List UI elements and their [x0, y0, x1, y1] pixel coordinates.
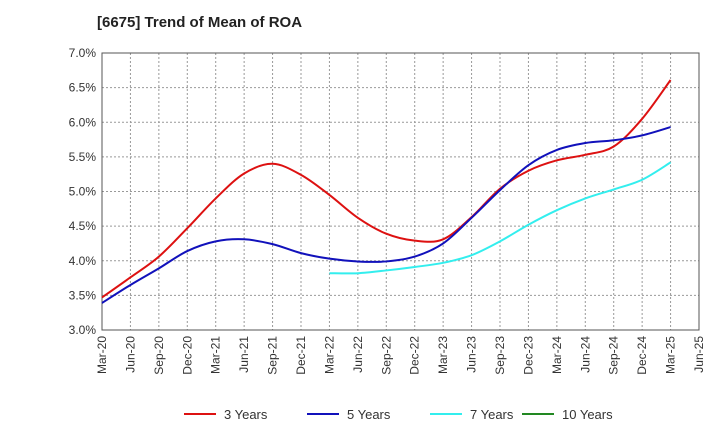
- x-tick-label: Jun-21: [237, 336, 251, 373]
- x-tick-label: Sep-20: [152, 336, 166, 375]
- y-tick-label: 6.5%: [69, 81, 97, 95]
- x-tick-label: Jun-20: [123, 336, 137, 373]
- x-tick-label: Jun-22: [351, 336, 365, 373]
- x-tick-label: Jun-25: [692, 336, 706, 373]
- y-tick-label: 5.5%: [69, 150, 97, 164]
- x-tick-label: Mar-20: [95, 336, 109, 374]
- x-tick-label: Mar-24: [550, 336, 564, 374]
- legend-label-10-years: 10 Years: [562, 407, 613, 422]
- y-tick-label: 3.0%: [69, 323, 97, 337]
- grid-lines: [102, 53, 699, 330]
- x-tick-label: Dec-22: [408, 336, 422, 375]
- x-tick-label: Sep-23: [493, 336, 507, 375]
- x-tick-label: Jun-23: [465, 336, 479, 373]
- x-tick-label: Dec-23: [521, 336, 535, 375]
- y-tick-label: 6.0%: [69, 115, 97, 129]
- y-tick-label: 3.5%: [69, 288, 97, 302]
- x-tick-label: Sep-22: [379, 336, 393, 375]
- plot-area-border: [101, 52, 700, 331]
- x-tick-label: Sep-21: [266, 336, 280, 375]
- x-tick-label: Mar-22: [322, 336, 336, 374]
- y-tick-label: 4.0%: [69, 254, 97, 268]
- x-tick-label: Dec-21: [294, 336, 308, 375]
- x-tick-label: Mar-23: [436, 336, 450, 374]
- y-axis-tick-labels: 3.0% 3.5% 4.0% 4.5% 5.0% 5.5% 6.0% 6.5% 7.0%: [69, 46, 97, 337]
- legend-label-5-years: 5 Years: [347, 407, 391, 422]
- x-axis-tick-labels: Mar-20 Jun-20 Sep-20 Dec-20 Mar-21 Jun-21 Sep-…: [95, 336, 706, 375]
- y-tick-label: 7.0%: [69, 46, 97, 60]
- x-tick-label: Mar-25: [664, 336, 678, 374]
- series-line-7-years: [329, 161, 672, 275]
- y-tick-label: 4.5%: [69, 219, 97, 233]
- series-line-5-years: [101, 126, 671, 304]
- x-tick-label: Sep-24: [607, 336, 621, 375]
- x-tick-label: Dec-24: [635, 336, 649, 375]
- series-line-3-years: [101, 79, 672, 299]
- chart-title: [6675] Trend of Mean of ROA: [97, 14, 302, 31]
- legend-label-7-years: 7 Years: [470, 407, 514, 422]
- x-tick-label: Jun-24: [578, 336, 592, 373]
- legend-label-3-years: 3 Years: [224, 407, 268, 422]
- legend: 3 Years 5 Years 7 Years 10 Years: [184, 407, 613, 422]
- x-tick-label: Mar-21: [209, 336, 223, 374]
- series-lines: [101, 79, 672, 304]
- y-tick-label: 5.0%: [69, 185, 97, 199]
- x-tick-label: Dec-20: [180, 336, 194, 375]
